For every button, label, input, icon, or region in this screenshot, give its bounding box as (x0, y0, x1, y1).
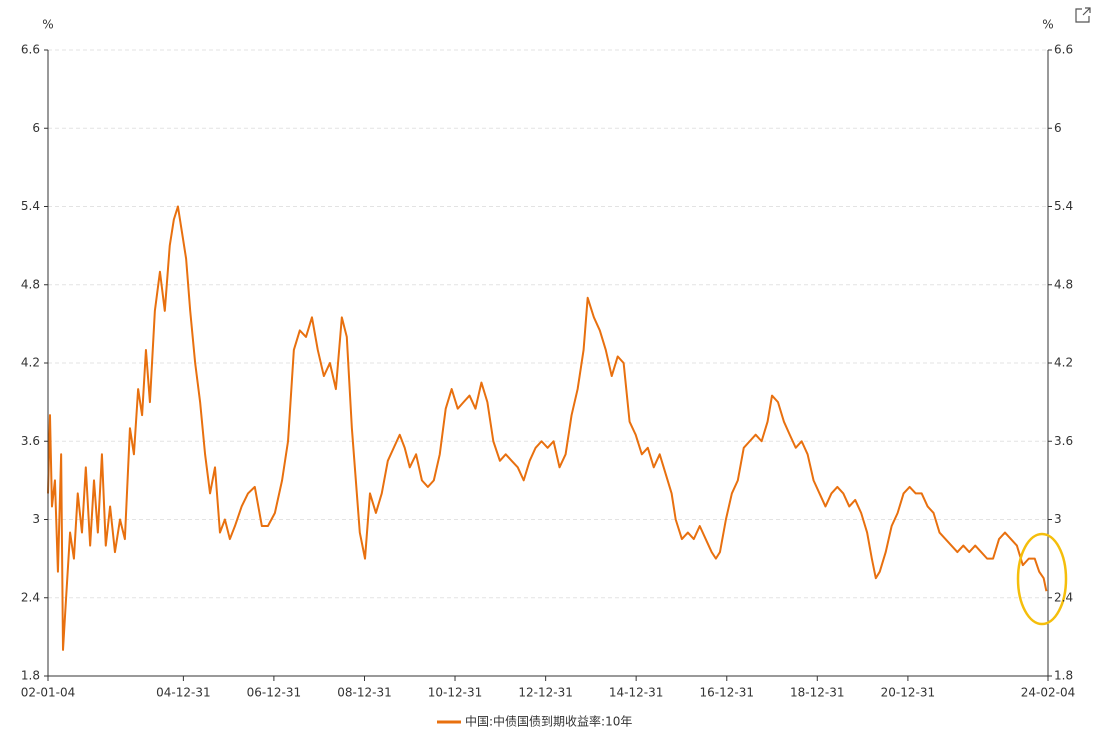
x-tick-label: 14-12-31 (609, 686, 663, 700)
x-tick-label: 06-12-31 (247, 686, 301, 700)
expand-icon[interactable] (1075, 7, 1091, 23)
expand-icon-frame (1075, 8, 1090, 23)
x-tick-label: 20-12-31 (881, 686, 935, 700)
x-tick-label: 02-01-04 (21, 686, 75, 700)
y-tick-label: 4.2 (21, 356, 40, 370)
y2-tick-label: 6 (1054, 121, 1062, 135)
y-tick-label: 2.4 (21, 590, 40, 604)
y2-tick-label: 6.6 (1054, 43, 1073, 57)
highlight-circle (1016, 532, 1068, 626)
y2-unit: % (1042, 18, 1053, 32)
y-tick-label: 1.8 (21, 669, 40, 683)
y-tick-label: 5.4 (21, 199, 40, 213)
y-tick-label: 6 (32, 121, 40, 135)
x-tick-label: 16-12-31 (700, 686, 754, 700)
y2-tick-label: 4.8 (1054, 277, 1073, 291)
y-tick-label: 3 (32, 512, 40, 526)
legend-label: 中国:中债国债到期收益率:10年 (465, 714, 632, 729)
x-tick-label: 24-02-04 (1021, 686, 1075, 700)
y-tick-label: 3.6 (21, 434, 40, 448)
y2-tick-label: 3.6 (1054, 434, 1073, 448)
y2-tick-label: 2.4 (1054, 590, 1073, 604)
y-tick-label: 4.8 (21, 277, 40, 291)
series-line (47, 205, 1048, 651)
x-tick-label: 08-12-31 (337, 686, 391, 700)
y2-tick-label: 5.4 (1054, 199, 1073, 213)
x-tick-label: 04-12-31 (156, 686, 210, 700)
x-tick-label: 10-12-31 (428, 686, 482, 700)
grid (48, 49, 1048, 677)
x-tick-label: 12-12-31 (518, 686, 572, 700)
y-unit: % (42, 18, 53, 32)
x-tick-label: 18-12-31 (790, 686, 844, 700)
y2-tick-label: 3 (1054, 512, 1062, 526)
y2-tick-label: 4.2 (1054, 356, 1073, 370)
legend[interactable]: 中国:中债国债到期收益率:10年 (437, 714, 632, 729)
y2-tick-label: 1.8 (1054, 669, 1073, 683)
plot (47, 205, 1048, 651)
expand-icon-arrow (1082, 7, 1091, 16)
y-tick-label: 6.6 (21, 43, 40, 57)
